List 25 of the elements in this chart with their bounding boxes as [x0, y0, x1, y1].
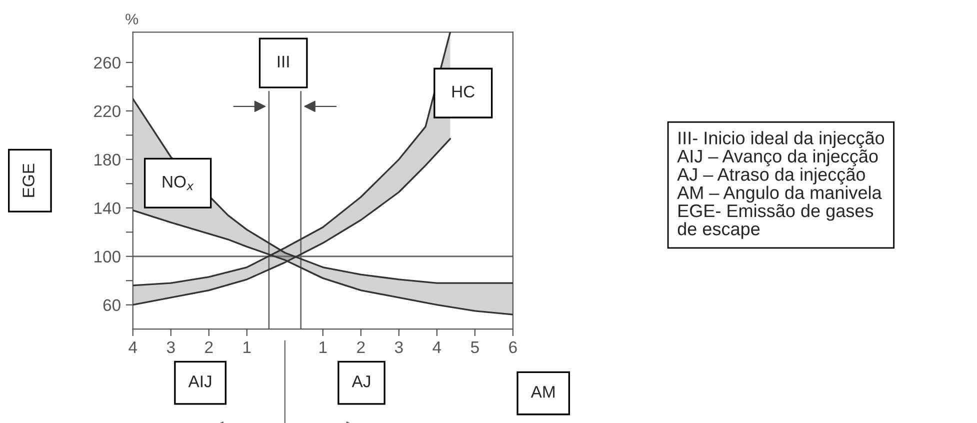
y-tick-label: 180 [94, 154, 120, 166]
x-tick-label: 1 [244, 342, 251, 353]
y-tick-label: 220 [94, 105, 120, 118]
text: AIJ [188, 376, 212, 388]
x-tick-label: 1 [320, 342, 327, 353]
x-tick-label: 5 [470, 342, 479, 354]
text: % [126, 14, 138, 24]
y-tick-label: 260 [94, 56, 120, 69]
x-tick-label: 4 [128, 342, 138, 353]
text: AJ [352, 376, 370, 388]
x-tick-label: 3 [394, 341, 403, 354]
y-axis-title: EGE [22, 164, 34, 197]
y-tick-label: 100 [94, 250, 120, 263]
annotation: HC [452, 86, 474, 98]
x-tick-label: 4 [432, 342, 442, 353]
x-tick-label: 2 [205, 341, 213, 353]
y-tick-label: 140 [94, 202, 120, 214]
x-tick-label: 3 [166, 341, 175, 354]
x-tick-label: 2 [357, 341, 365, 353]
annotation: NO$_{x}$ [162, 176, 194, 190]
x-axis-title: AM [530, 386, 554, 398]
x-tick-label: 6 [509, 341, 517, 354]
annotation: III [278, 56, 289, 68]
y-tick-label: 60 [103, 299, 120, 312]
text: III- Inicio ideal da injecção AIJ – Avanço da injecção AJ – Atraso da injecção AM – Angulo da manivela EGE- Emissão de gases de escape [677, 131, 884, 239]
